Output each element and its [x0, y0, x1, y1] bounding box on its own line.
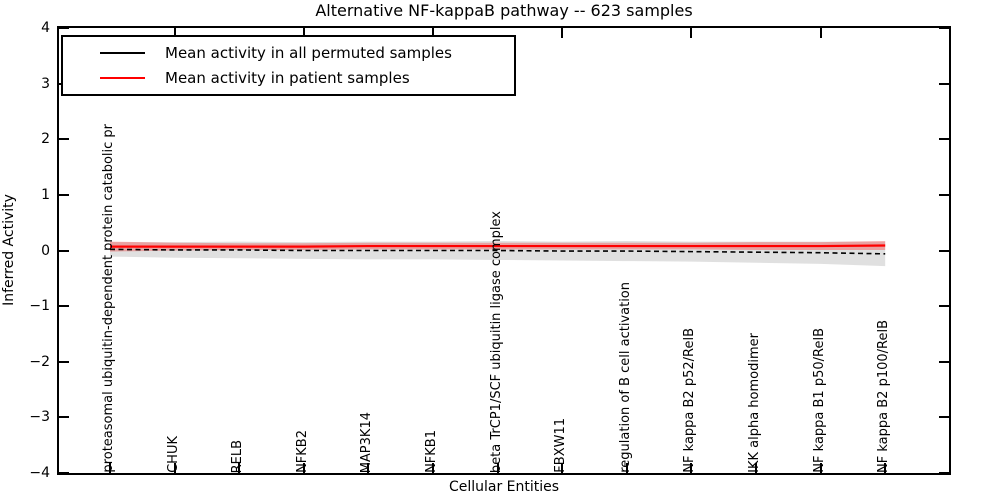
x-tick-label: beta TrCP1/SCF ubiquitin ligase complex	[488, 210, 504, 473]
x-tick	[109, 463, 111, 473]
x-tick	[819, 463, 822, 473]
x-tick-label: NFKB1	[424, 430, 439, 473]
chart-title: Alternative NF-kappaB pathway -- 623 sam…	[315, 1, 693, 20]
chart-canvas	[109, 241, 886, 267]
y-tick	[59, 193, 69, 196]
y-tick	[59, 249, 69, 252]
y-tick	[939, 27, 949, 29]
y-tick-label: −2	[29, 353, 50, 370]
x-tick	[367, 463, 370, 473]
x-tick-label: NF kappa B2 p100/RelB	[876, 320, 892, 473]
x-tick-label: proteasomal ubiquitin-dependent protein …	[101, 124, 116, 473]
x-tick	[884, 463, 887, 473]
x-tick	[173, 28, 176, 38]
y-tick	[939, 82, 949, 85]
y-tick-label: 4	[41, 20, 50, 36]
y-tick	[939, 416, 949, 419]
legend: Mean activity in all permuted samples Me…	[61, 35, 516, 96]
y-tick	[939, 305, 949, 308]
y-tick	[59, 27, 69, 29]
legend-label-patient-samples: Mean activity in patient samples	[165, 69, 410, 88]
x-tick-label: RELB	[230, 439, 246, 473]
y-tick	[59, 416, 69, 419]
legend-item-patient: Mean activity in patient samples	[63, 66, 514, 92]
x-tick	[432, 28, 434, 38]
x-tick-label: IKK alpha homodimer	[747, 333, 762, 473]
x-tick-label: FBXW11	[553, 418, 569, 473]
x-tick	[561, 28, 564, 38]
legend-item-permuted: Mean activity in all permuted samples	[63, 40, 514, 66]
x-tick-label: NF kappa B1 p50/RelB	[811, 328, 827, 473]
x-tick-label: CHUK	[165, 436, 181, 473]
x-tick	[432, 463, 434, 473]
x-tick	[302, 463, 305, 473]
y-tick	[59, 305, 69, 308]
x-tick-label: regulation of B cell activation	[617, 282, 633, 473]
x-tick	[173, 463, 176, 473]
y-tick	[59, 138, 69, 141]
y-tick	[939, 360, 949, 363]
y-tick	[939, 138, 949, 141]
y-tick-label: 1	[41, 186, 50, 203]
y-tick-label: −4	[29, 465, 50, 481]
y-tick-label: 0	[41, 242, 50, 259]
y-tick	[59, 360, 69, 363]
y-tick-label: −3	[29, 409, 50, 426]
legend-line-patient-samples	[100, 77, 145, 80]
x-tick	[561, 463, 564, 473]
x-tick	[496, 463, 499, 473]
y-tick-label: −1	[29, 298, 50, 315]
series-line	[110, 244, 886, 248]
y-tick	[939, 193, 949, 196]
x-tick	[625, 463, 628, 473]
y-tick	[939, 249, 949, 252]
y-tick-label: 2	[41, 131, 50, 148]
x-tick	[819, 28, 822, 38]
y-tick	[59, 472, 69, 474]
legend-line-permuted-samples	[100, 51, 145, 54]
x-tick-label: NFKB2	[294, 430, 310, 473]
x-tick	[690, 463, 693, 473]
x-tick-label: NF kappa B2 p52/RelB	[682, 328, 698, 473]
x-tick	[690, 28, 693, 38]
x-tick	[238, 463, 241, 473]
x-tick	[302, 28, 305, 38]
x-tick-label: MAP3K14	[359, 411, 375, 473]
y-tick-label: 3	[41, 75, 50, 92]
x-axis-title: Cellular Entities	[448, 479, 560, 495]
y-tick	[939, 472, 949, 474]
legend-label-permuted-samples: Mean activity in all permuted samples	[165, 43, 452, 62]
x-tick	[755, 463, 757, 473]
series-line	[109, 248, 886, 255]
plot-area	[57, 26, 951, 475]
